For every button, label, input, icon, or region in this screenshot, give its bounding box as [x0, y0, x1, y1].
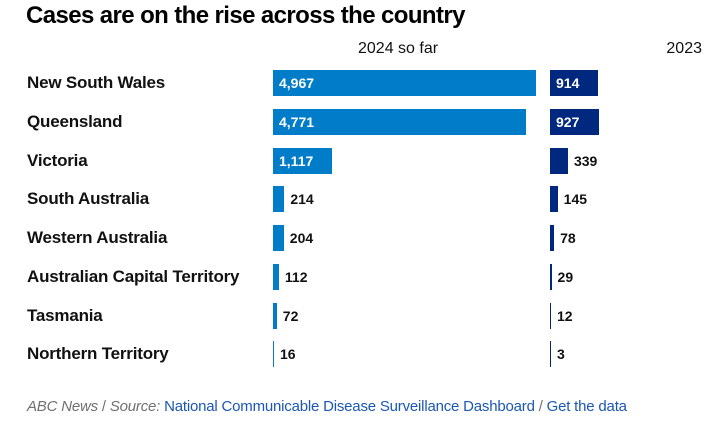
row-label-northern-territory: Northern Territory — [27, 344, 169, 364]
chart-title: Cases are on the rise across the country — [26, 2, 465, 29]
publisher-credit: ABC News — [27, 398, 98, 415]
bar-2024-so-far-south-australia — [273, 186, 285, 213]
value-label-2023-queensland: 927 — [556, 113, 580, 130]
bar-2023-new-south-wales — [550, 70, 599, 96]
row-label-tasmania: Tasmania — [27, 305, 103, 325]
value-label-2024-so-far-victoria: 1,117 — [279, 152, 314, 169]
value-label-2024-so-far-northern-territory: 16 — [280, 346, 296, 363]
bar-2023-australian-capital-territory — [550, 263, 552, 290]
value-label-2023-australian-capital-territory: 29 — [557, 268, 574, 285]
bar-2023-south-australia — [550, 186, 558, 213]
value-label-2023-south-australia: 145 — [563, 191, 588, 208]
value-label-2024-so-far-new-south-wales: 4,967 — [279, 75, 315, 91]
bar-2024-so-far-northern-territory — [273, 341, 274, 368]
bar-2024-so-far-australian-capital-territory — [273, 263, 279, 290]
bar-2023-tasmania — [550, 302, 551, 329]
column-header-2023: 2023 — [666, 40, 702, 57]
bar-2024-so-far-victoria — [273, 147, 333, 174]
value-label-2023-western-australia: 78 — [560, 230, 576, 246]
column-header-2024: 2024 so far — [358, 40, 439, 57]
chart-footer: ABC News / Source: National Communicable… — [27, 398, 627, 415]
value-label-2024-so-far-south-australia: 214 — [290, 191, 314, 208]
row-label-victoria: Victoria — [27, 150, 88, 170]
bar-2024-so-far-western-australia — [273, 225, 284, 251]
row-label-new-south-wales: New South Wales — [27, 73, 166, 92]
value-label-2023-northern-territory: 3 — [557, 346, 565, 363]
bar-2023-western-australia — [550, 225, 555, 251]
row-label-australian-capital-territory: Australian Capital Territory — [27, 266, 240, 286]
row-label-queensland: Queensland — [27, 111, 123, 131]
source-label: Source: — [109, 398, 161, 415]
source-link[interactable]: National Communicable Disease Surveillan… — [164, 398, 535, 415]
bar-2024-so-far-queensland — [273, 108, 526, 135]
bar-2023-victoria — [550, 147, 568, 174]
separator: / — [534, 398, 547, 415]
value-label-2023-tasmania: 12 — [557, 307, 573, 324]
row-label-south-australia: South Australia — [27, 189, 149, 209]
value-label-2023-victoria: 339 — [573, 152, 598, 169]
get-the-data-link[interactable]: Get the data — [546, 398, 627, 415]
bar-2024-so-far-new-south-wales — [273, 70, 536, 96]
bar-2023-queensland — [550, 108, 600, 135]
separator: / — [97, 398, 110, 415]
value-label-2024-so-far-western-australia: 204 — [289, 230, 314, 246]
value-label-2024-so-far-queensland: 4,771 — [279, 113, 315, 130]
value-label-2024-so-far-australian-capital-territory: 112 — [284, 268, 308, 285]
row-label-western-australia: Western Australia — [27, 228, 168, 247]
bar-2023-northern-territory — [550, 341, 551, 368]
bar-2024-so-far-tasmania — [273, 302, 277, 329]
value-label-2023-new-south-wales: 914 — [556, 75, 580, 91]
value-label-2024-so-far-tasmania: 72 — [282, 307, 299, 324]
